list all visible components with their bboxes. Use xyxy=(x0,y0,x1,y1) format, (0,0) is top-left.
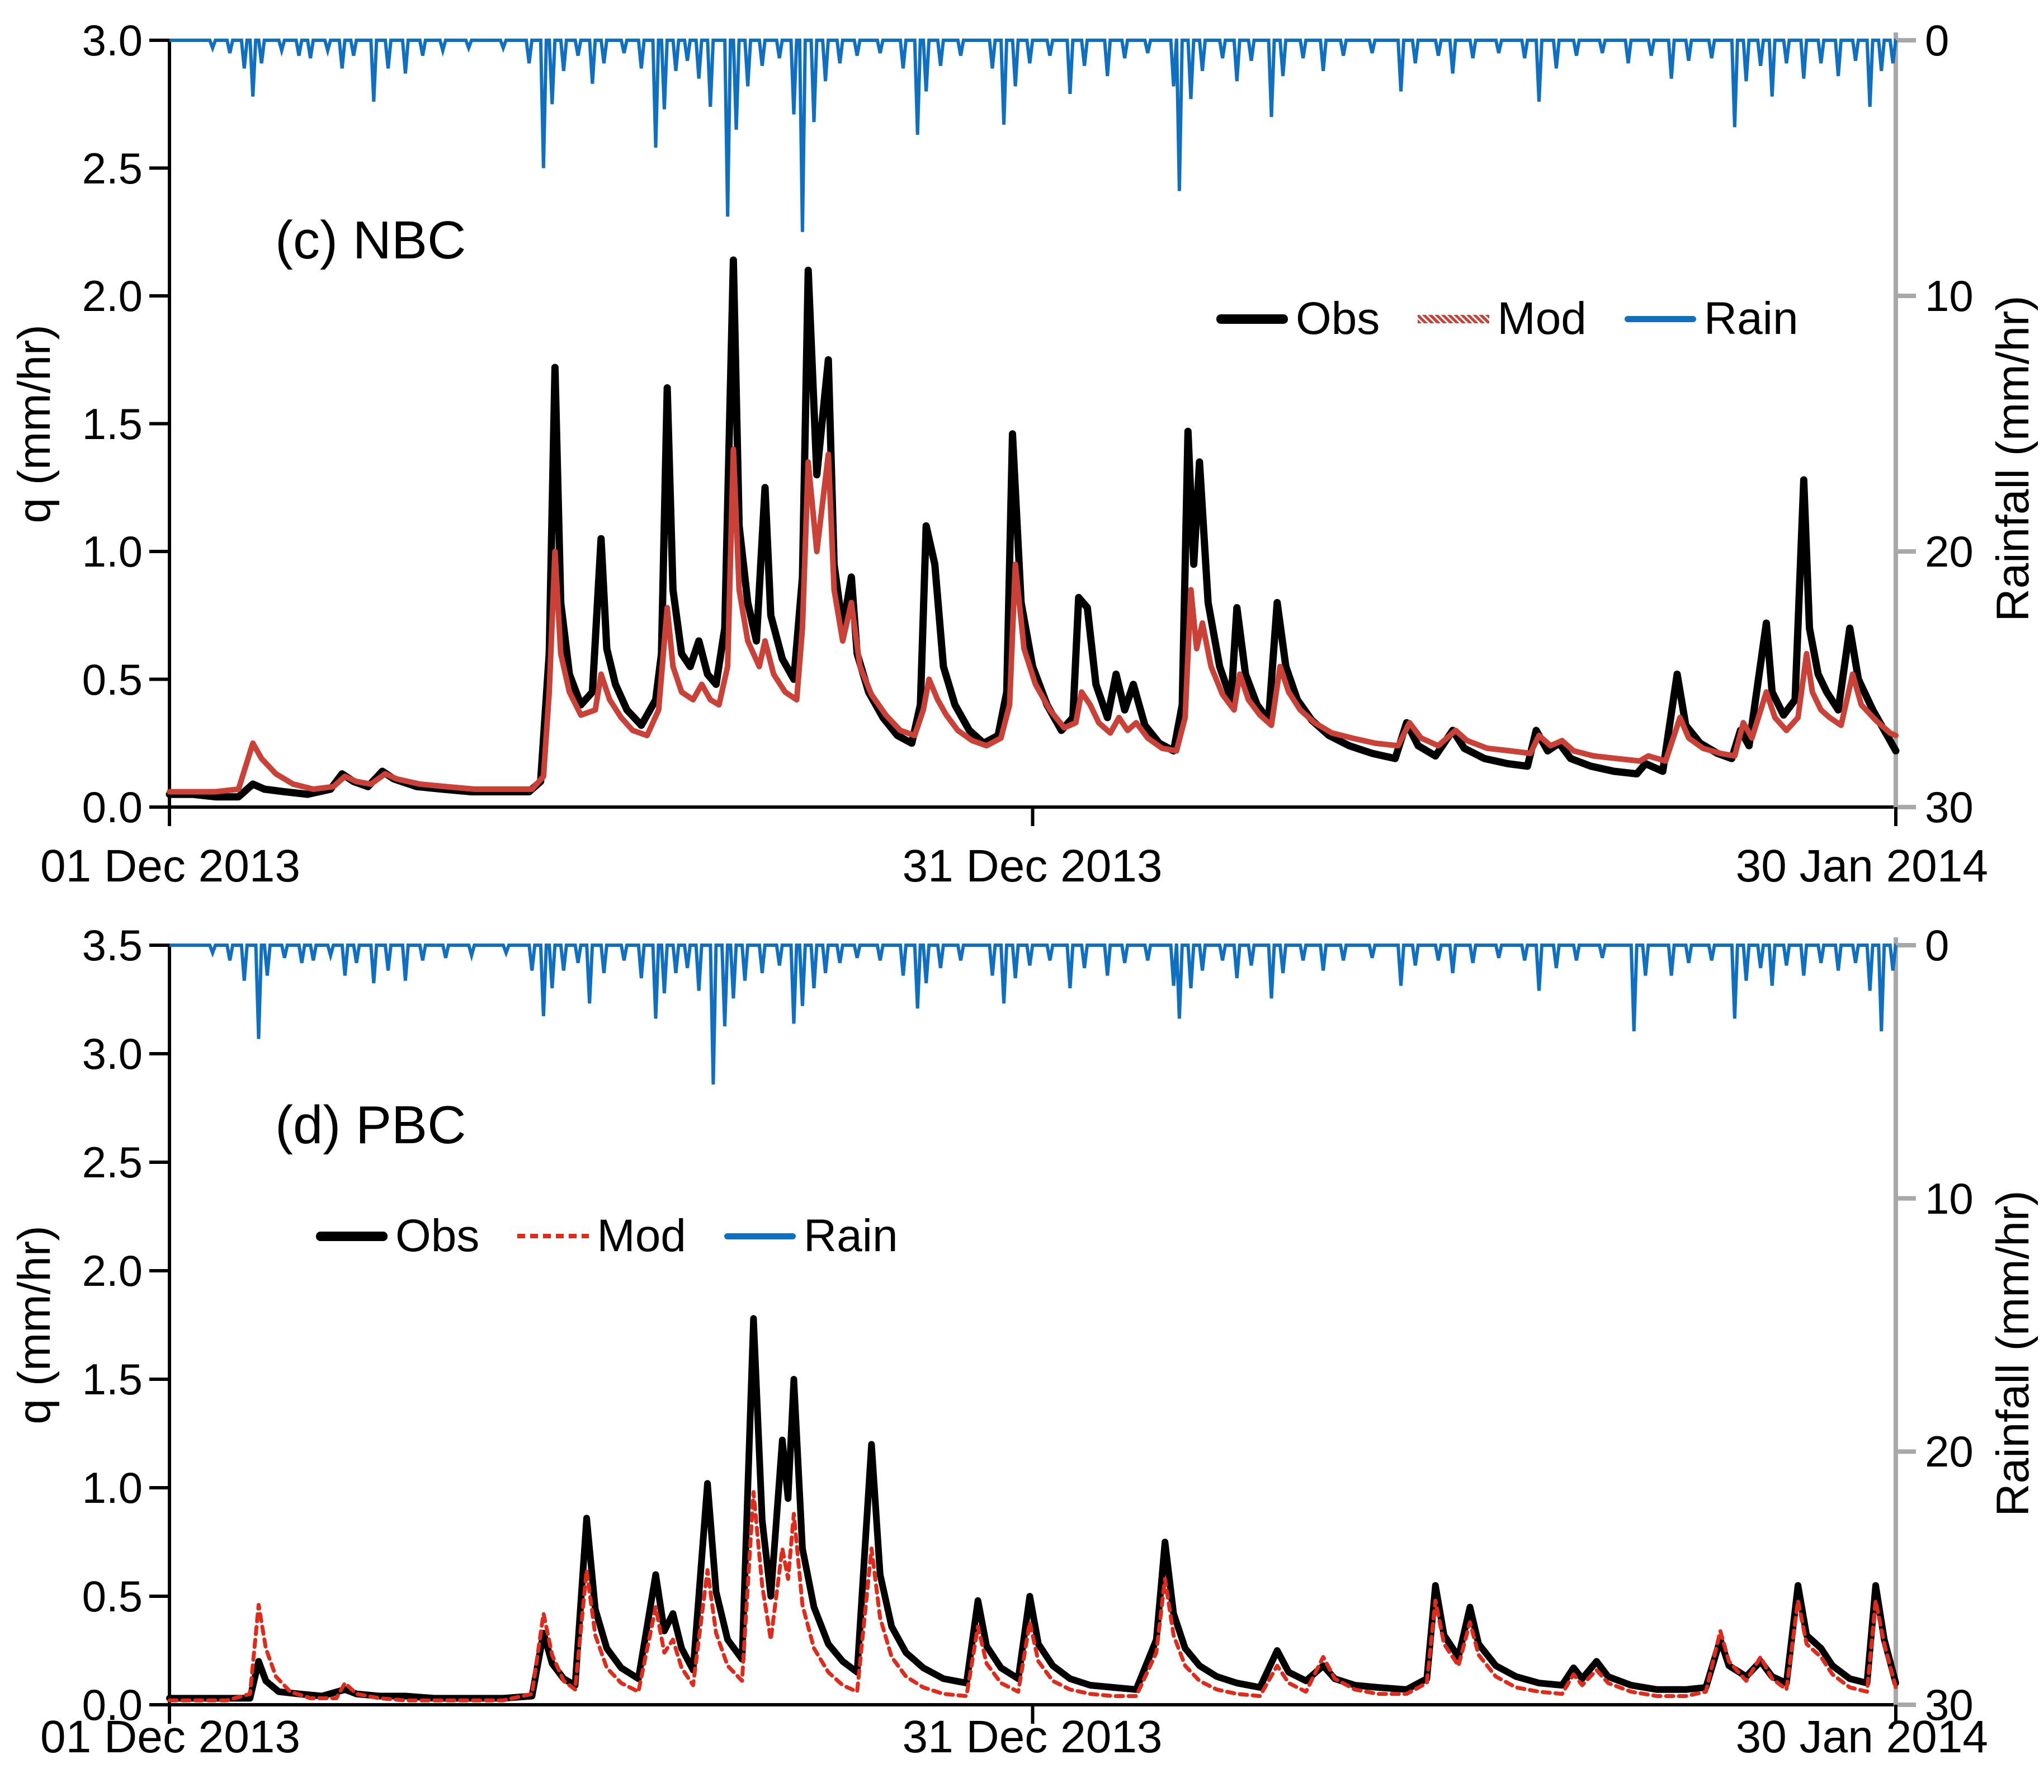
y-tick-label: 0.0 xyxy=(82,782,143,832)
mod-series-line xyxy=(167,446,1899,795)
y-tick-label: 1.0 xyxy=(82,527,143,576)
legend-label-obs: Obs xyxy=(395,1210,480,1261)
obs-line-swatch xyxy=(316,1231,388,1241)
y-tick-label: 1.0 xyxy=(82,1463,143,1512)
panel-label-d: (d) PBC xyxy=(275,1095,466,1155)
y-tick-label: 2.5 xyxy=(82,1138,143,1187)
y-tick-label: 1.5 xyxy=(82,1355,143,1404)
x-tick-label-c-end: 30 Jan 2014 xyxy=(1735,841,1988,892)
obs-line-swatch xyxy=(1216,314,1288,324)
rain-line-swatch xyxy=(724,1233,796,1239)
legend-item-obs-d: Obs xyxy=(316,1211,479,1261)
y-tick-label: 1.5 xyxy=(82,399,143,449)
mod-line-swatch xyxy=(517,1234,589,1238)
rain-tick-label: 10 xyxy=(1925,1173,1974,1223)
legend-item-obs-c: Obs xyxy=(1216,294,1380,344)
legend-label-mod: Mod xyxy=(1497,293,1587,344)
panel-label-c: (c) NBC xyxy=(275,210,466,270)
rain-series-line xyxy=(169,944,1897,1085)
rain-line-swatch xyxy=(1624,315,1696,322)
legend-item-rain-c: Rain xyxy=(1624,293,1798,344)
rain-tick-label: 0 xyxy=(1925,921,1949,970)
y-tick-label: 3.0 xyxy=(82,16,143,65)
rain-tick-label: 20 xyxy=(1925,527,1974,576)
legend-label-rain: Rain xyxy=(1703,293,1798,344)
obs-series-line xyxy=(166,1315,1899,1702)
legend-label-obs: Obs xyxy=(1296,293,1380,344)
y-tick-label: 2.0 xyxy=(82,1246,143,1295)
y-tick-label: 2.0 xyxy=(82,271,143,320)
y-tick-label: 0.5 xyxy=(82,1572,143,1621)
rain-tick-label: 20 xyxy=(1925,1427,1974,1477)
legend-item-mod-d: Mod xyxy=(517,1211,686,1261)
rain-tick-label: 0 xyxy=(1925,16,1949,65)
y-tick-label: 0.0 xyxy=(82,1680,143,1729)
legend-label-rain: Rain xyxy=(803,1210,898,1261)
panel-d xyxy=(149,937,1916,1724)
y-tick-label: 0.5 xyxy=(82,654,143,704)
panel-c xyxy=(149,32,1916,826)
x-tick-label-c-mid: 31 Dec 2013 xyxy=(902,841,1163,892)
legend-item-rain-d: Rain xyxy=(724,1211,898,1261)
rain-tick-label: 30 xyxy=(1925,782,1974,832)
rain-series-line xyxy=(169,39,1897,232)
rain-tick-label: 30 xyxy=(1925,1680,1974,1729)
x-tick-label-d-mid: 31 Dec 2013 xyxy=(902,1711,1163,1762)
rain-tick-label: 10 xyxy=(1925,271,1974,320)
legend-label-mod: Mod xyxy=(597,1210,686,1261)
legend-d: Obs Mod Rain xyxy=(316,1205,898,1267)
y-tick-label: 3.5 xyxy=(82,921,143,970)
mod-series-line xyxy=(167,1490,1898,1703)
x-tick-label-d-start: 01 Dec 2013 xyxy=(40,1711,301,1762)
legend-item-mod-c: Mod xyxy=(1418,294,1587,344)
x-tick-label-c-start: 01 Dec 2013 xyxy=(40,841,301,892)
y-tick-label: 3.0 xyxy=(82,1029,143,1078)
y-tick-label: 2.5 xyxy=(82,143,143,193)
mod-line-swatch xyxy=(1418,314,1490,323)
x-tick-label-d-end: 30 Jan 2014 xyxy=(1735,1711,1988,1762)
legend-c: Obs Mod Rain xyxy=(1216,288,1798,350)
